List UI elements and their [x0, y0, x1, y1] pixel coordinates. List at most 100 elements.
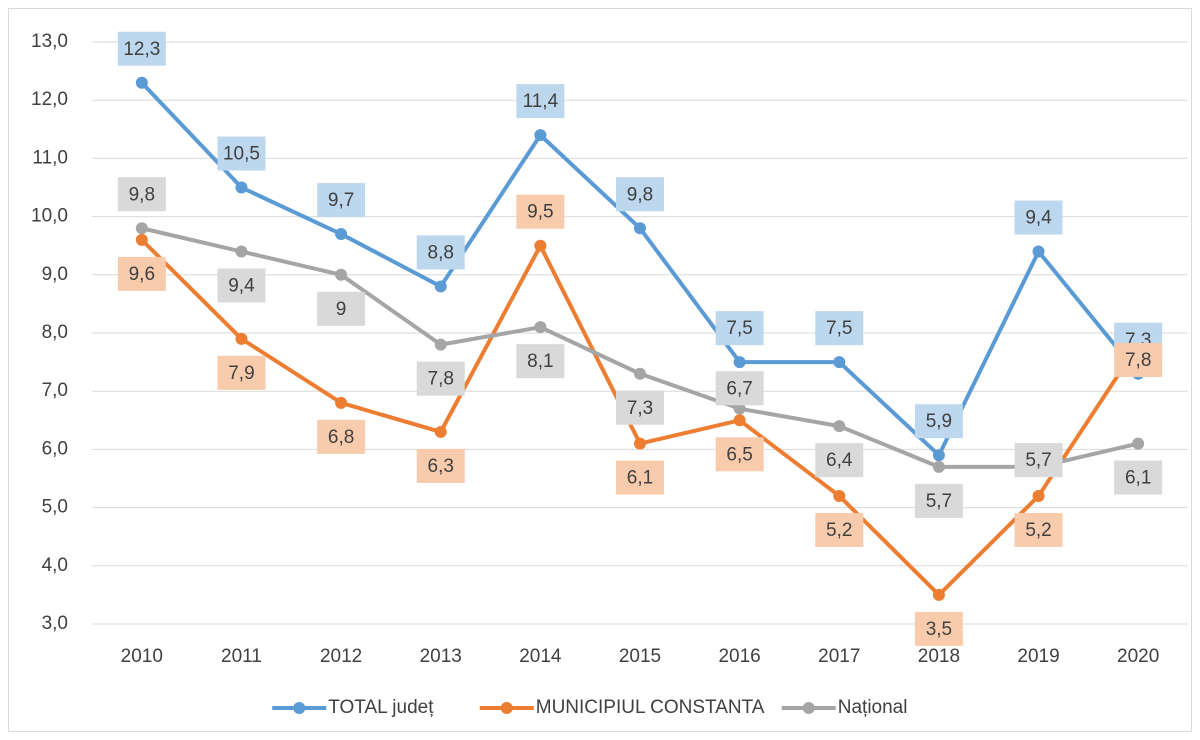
- x-tick-label: 2013: [420, 646, 462, 667]
- y-tick-label: 5,0: [42, 497, 68, 518]
- data-label: 6,7: [726, 378, 752, 399]
- data-label: 10,5: [223, 144, 260, 165]
- y-tick-label: 10,0: [31, 206, 68, 227]
- y-tick-label: 3,0: [42, 613, 68, 634]
- data-label: 8,8: [428, 242, 454, 263]
- data-label: 6,3: [428, 456, 454, 477]
- point: [534, 129, 547, 142]
- data-label-box: [217, 268, 266, 303]
- data-label: 9,6: [129, 264, 155, 285]
- data-label-box: [1114, 342, 1163, 377]
- data-label-box: [616, 460, 664, 495]
- x-tick-label: 2011: [221, 646, 262, 667]
- x-tick-label: 2010: [121, 646, 163, 667]
- x-tick-label: 2018: [918, 646, 960, 667]
- data-label-box: [317, 291, 366, 326]
- data-label: 12,3: [123, 39, 160, 60]
- chart-border: [8, 8, 1192, 732]
- data-label-box: [1014, 512, 1063, 547]
- x-tick-label: 2015: [619, 646, 661, 667]
- data-label: 7,5: [726, 318, 752, 339]
- point: [235, 332, 248, 345]
- data-label-box: [715, 311, 764, 346]
- point: [932, 588, 945, 601]
- data-label-box: [516, 194, 565, 229]
- legend-marker: [500, 702, 513, 714]
- point: [1032, 489, 1045, 502]
- data-label-box: [914, 404, 963, 439]
- data-label-box: [416, 235, 465, 270]
- point: [833, 420, 846, 433]
- point: [335, 268, 348, 281]
- point: [634, 222, 646, 235]
- data-label: 5,2: [826, 520, 852, 541]
- legend-label: TOTAL județ: [328, 697, 434, 718]
- legend-label: MUNICIPIUL CONSTANTA: [536, 697, 765, 718]
- legend-marker: [293, 702, 306, 714]
- point: [534, 321, 547, 334]
- x-tick-label: 2012: [320, 646, 362, 667]
- point: [733, 402, 746, 415]
- data-label: 11,4: [523, 91, 559, 112]
- x-tick-label: 2019: [1017, 646, 1059, 667]
- x-tick-label: 2017: [818, 646, 860, 667]
- data-label: 9,7: [328, 190, 354, 211]
- data-label-box: [1014, 443, 1063, 478]
- point: [534, 239, 547, 252]
- y-tick-label: 4,0: [42, 555, 68, 576]
- data-label-box: [815, 311, 864, 346]
- data-label-box: [217, 355, 266, 390]
- point: [434, 425, 447, 438]
- data-label: 9,4: [228, 276, 255, 297]
- data-label-box: [1114, 460, 1163, 495]
- y-tick-label: 9,0: [42, 264, 68, 285]
- point: [434, 338, 447, 351]
- x-tick-label: 2014: [519, 646, 562, 667]
- data-label: 7,5: [826, 318, 852, 339]
- data-label: 9,8: [129, 184, 155, 205]
- data-label: 6,4: [826, 450, 853, 471]
- point: [135, 76, 148, 89]
- data-label: 5,7: [926, 491, 952, 512]
- point: [932, 449, 945, 462]
- y-tick-label: 6,0: [42, 438, 68, 459]
- data-label-box: [1014, 200, 1063, 235]
- point: [634, 437, 646, 450]
- y-tick-label: 7,0: [42, 380, 68, 401]
- data-label-box: [416, 361, 465, 396]
- data-label: 9: [336, 299, 347, 320]
- point: [335, 228, 348, 241]
- data-label: 7,3: [627, 398, 653, 419]
- data-label: 7,9: [228, 363, 254, 384]
- point: [733, 356, 746, 369]
- y-tick-label: 8,0: [42, 322, 68, 343]
- y-tick-label: 13,0: [31, 31, 68, 52]
- data-label-box: [117, 31, 166, 66]
- data-label: 6,1: [1125, 468, 1151, 489]
- data-label: 5,9: [926, 411, 952, 432]
- data-label-box: [317, 419, 366, 454]
- data-label: 8,1: [527, 351, 553, 372]
- data-label: 9,5: [527, 202, 553, 223]
- data-label: 7,8: [428, 369, 454, 390]
- data-label-box: [217, 136, 266, 171]
- data-label: 5,7: [1025, 450, 1051, 471]
- x-tick-label: 2020: [1117, 646, 1159, 667]
- data-label: 9,4: [1025, 208, 1052, 229]
- point: [235, 245, 248, 258]
- x-tick-label: 2016: [718, 646, 760, 667]
- data-label-box: [516, 344, 565, 379]
- data-label-box: [416, 448, 465, 483]
- data-label-box: [715, 371, 764, 406]
- point: [833, 489, 846, 502]
- point: [135, 222, 148, 235]
- point: [1132, 437, 1145, 450]
- y-tick-label: 12,0: [31, 89, 68, 110]
- data-label: 9,8: [627, 184, 653, 205]
- data-label-box: [516, 84, 565, 119]
- point: [335, 396, 348, 409]
- point: [434, 280, 447, 293]
- data-label: 6,8: [328, 427, 354, 448]
- data-label-box: [914, 483, 963, 518]
